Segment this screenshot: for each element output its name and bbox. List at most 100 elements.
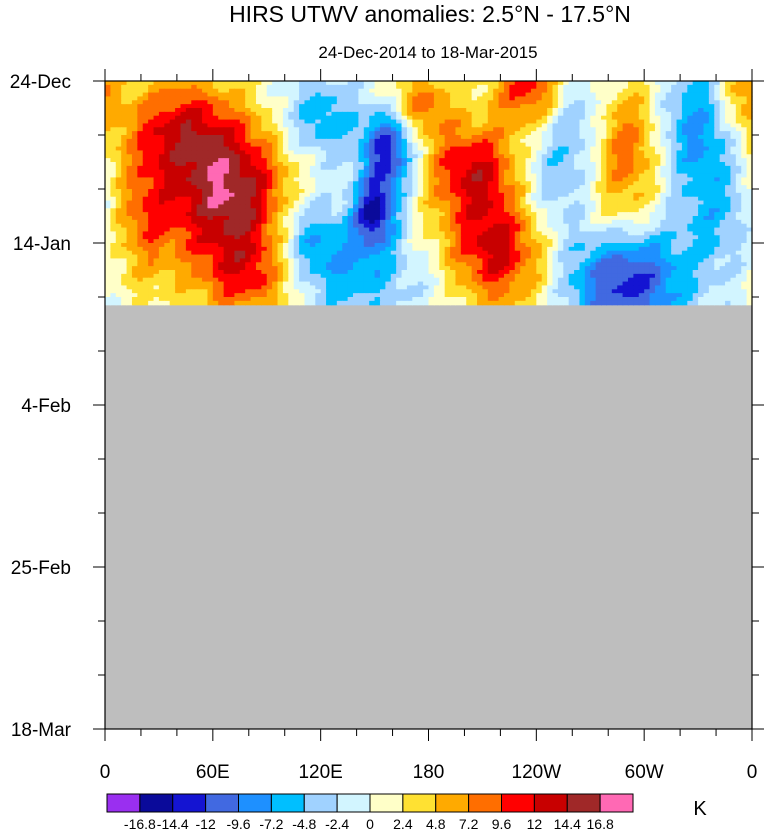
anomaly-cell [207,165,214,171]
anomaly-cell [239,216,246,221]
anomaly-cell [433,131,440,136]
anomaly-cell [719,96,726,101]
anomaly-cell [336,192,343,198]
anomaly-cell [185,104,192,109]
anomaly-cell [741,84,748,90]
anomaly-cell [272,223,279,229]
anomaly-cell [460,150,467,155]
anomaly-cell [239,231,246,236]
anomaly-cell [514,81,521,86]
anomaly-cell [601,150,608,155]
anomaly-cell [439,131,446,136]
anomaly-cell [379,181,386,186]
anomaly-cell [105,239,111,244]
anomaly-cell [347,169,354,175]
anomaly-cell [385,219,392,225]
anomaly-cell [299,142,306,148]
anomaly-cell [654,123,661,128]
anomaly-cell [514,169,521,175]
anomaly-cell [568,185,575,190]
anomaly-cell [460,208,467,213]
anomaly-cell [649,142,656,148]
anomaly-cell [245,204,252,209]
anomaly-cell [708,135,715,140]
anomaly-cell [617,181,624,186]
anomaly-cell [396,239,403,244]
anomaly-cell [196,223,203,229]
anomaly-cell [439,192,446,198]
anomaly-cell [336,81,343,86]
anomaly-cell [428,204,435,209]
anomaly-cell [417,115,424,121]
anomaly-cell [520,216,527,221]
anomaly-cell [638,127,645,132]
anomaly-cell [229,84,235,90]
anomaly-cell [617,208,624,213]
anomaly-cell [703,123,710,128]
anomaly-cell [525,108,532,113]
anomaly-cell [417,189,424,194]
anomaly-cell [584,200,591,206]
anomaly-cell [703,146,710,152]
anomaly-cell [148,231,155,236]
anomaly-cell [282,84,289,90]
anomaly-cell [444,123,451,128]
anomaly-cell [245,127,252,132]
anomaly-cell [347,92,354,98]
anomaly-cell [266,208,273,213]
anomaly-cell [196,189,203,194]
anomaly-cell [741,138,748,144]
anomaly-cell [665,123,672,128]
anomaly-cell [175,177,182,182]
anomaly-cell [266,111,273,117]
anomaly-cell [180,200,187,206]
anomaly-cell [336,162,343,167]
anomaly-cell [714,154,721,159]
anomaly-cell [191,146,198,152]
anomaly-cell [638,204,645,209]
anomaly-cell [207,200,214,206]
anomaly-cell [574,119,581,125]
anomaly-cell [741,142,748,148]
anomaly-cell [557,219,564,225]
anomaly-cell [223,177,230,182]
anomaly-cell [735,185,742,190]
anomaly-cell [148,104,155,109]
anomaly-cell [115,189,122,194]
anomaly-cell [229,223,235,229]
anomaly-cell [320,131,327,136]
anomaly-cell [396,123,403,128]
anomaly-cell [342,119,349,125]
anomaly-cell [148,100,155,105]
anomaly-cell [735,173,742,179]
anomaly-cell [401,127,408,132]
anomaly-cell [239,223,246,229]
anomaly-cell [115,192,122,198]
anomaly-cell [148,115,155,121]
anomaly-cell [676,235,683,240]
anomaly-cell [503,92,510,98]
anomaly-cell [514,200,521,206]
anomaly-cell [234,216,241,221]
anomaly-cell [714,135,721,140]
anomaly-cell [676,146,683,152]
anomaly-cell [363,127,370,132]
anomaly-cell [665,181,672,186]
anomaly-cell [261,181,268,186]
anomaly-cell [439,196,446,202]
anomaly-cell [574,123,581,128]
anomaly-cell [164,127,171,132]
anomaly-cell [126,154,133,159]
anomaly-cell [439,235,446,240]
anomaly-cell [487,100,494,105]
anomaly-cell [584,142,591,148]
anomaly-cell [331,219,338,225]
anomaly-cell [374,84,381,90]
anomaly-cell [288,162,295,167]
anomaly-cell [126,123,133,128]
anomaly-cell [185,208,192,213]
anomaly-cell [363,92,370,98]
anomaly-cell [379,235,386,240]
anomaly-cell [131,227,138,233]
anomaly-cell [708,169,715,175]
